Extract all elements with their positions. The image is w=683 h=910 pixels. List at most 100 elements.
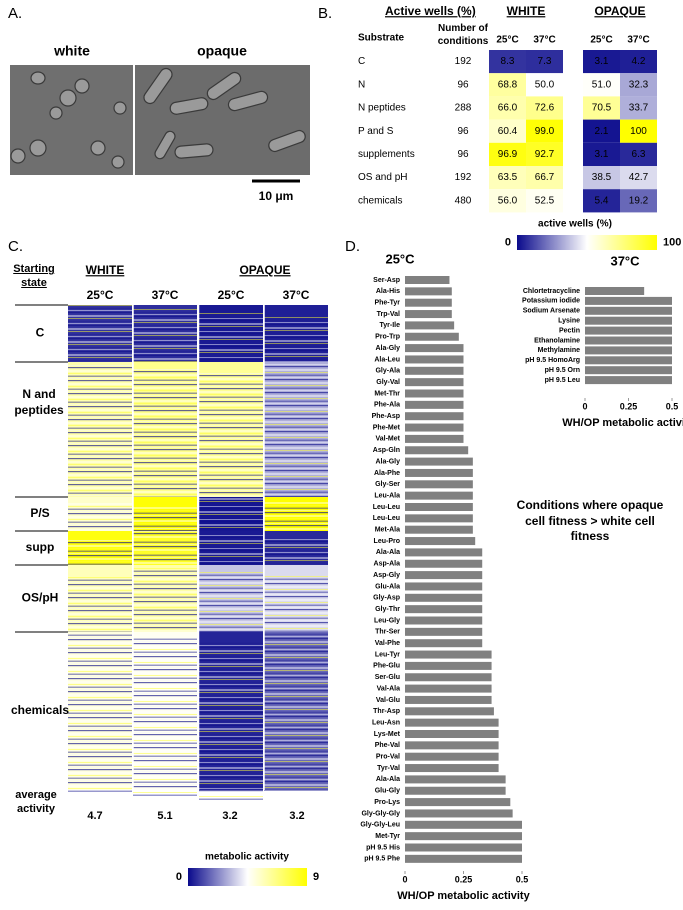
- category-label: Phe-Tyr: [374, 300, 400, 307]
- category-label: Sodium Arsenate: [523, 308, 580, 315]
- cell-value: 7.3: [538, 56, 552, 67]
- bar: [405, 525, 473, 534]
- category-label: Leu-Leu: [373, 515, 400, 522]
- category-label: Phe-Val: [375, 742, 400, 749]
- cell-value: 70.5: [592, 103, 612, 114]
- category-label: Ser-Glu: [375, 674, 400, 681]
- panel-label: D.: [345, 238, 360, 255]
- heatmap-texture: [133, 531, 197, 565]
- bar: [585, 366, 672, 375]
- x-axis-label: WH/OP metabolic activity: [562, 417, 683, 429]
- column-header: 25°C: [218, 288, 245, 302]
- category-label: Chlortetracycline: [523, 288, 580, 295]
- table-cell: [583, 50, 620, 74]
- cell-value: 66.7: [535, 172, 555, 183]
- column-header: 25°C: [496, 35, 518, 46]
- cell-value: 96.9: [498, 149, 518, 160]
- heatmap-texture: [199, 642, 263, 800]
- bar: [405, 673, 492, 682]
- bar: [405, 605, 483, 614]
- table-cell: [526, 50, 563, 74]
- cell-value: 8.3: [501, 56, 515, 67]
- cell-value: 33.7: [629, 103, 649, 114]
- image-label: opaque: [197, 43, 247, 59]
- image-label: white: [53, 43, 90, 59]
- table-cell: [620, 166, 657, 190]
- category-label: Pro-Lys: [374, 799, 400, 806]
- bar: [405, 434, 464, 443]
- bar: [405, 412, 464, 421]
- bar: [405, 480, 473, 489]
- table-cell: [489, 166, 526, 190]
- row-group-label: supp: [26, 540, 55, 554]
- annotation: Conditions where opaque cell fitness > w…: [516, 498, 664, 544]
- conditions: 96: [457, 79, 469, 90]
- bar: [405, 661, 492, 670]
- bar: [585, 326, 672, 335]
- table-cell: [583, 73, 620, 97]
- heatmap-texture: [68, 305, 132, 362]
- bar: [405, 423, 464, 432]
- heatmap-texture: [133, 638, 197, 796]
- bar: [405, 684, 492, 693]
- bar: [405, 798, 511, 807]
- cell-value: 19.2: [629, 195, 649, 206]
- row-label: C: [358, 56, 365, 67]
- table-cell: [489, 50, 526, 74]
- category-label: Met-Thr: [374, 390, 400, 397]
- group-label: WHITE: [507, 4, 546, 18]
- table-title: Active wells (%): [385, 4, 476, 18]
- category-label: Phe-Ala: [374, 402, 400, 409]
- bar: [405, 832, 522, 841]
- category-label: Ethanolamine: [534, 337, 580, 344]
- cell-value: 4.2: [632, 56, 646, 67]
- heatmap-texture: [199, 498, 263, 532]
- table-cell: [620, 142, 657, 166]
- category-label: Ala-Gly: [375, 458, 400, 465]
- category-label: pH 9.5 Phe: [364, 856, 400, 863]
- x-tick-label: 0: [582, 401, 587, 411]
- cell-value: 51.0: [592, 79, 612, 90]
- heatmap-texture: [264, 576, 328, 643]
- bar: [405, 559, 483, 568]
- heatmap-texture: [68, 365, 132, 500]
- category-label: Glu-Ala: [375, 583, 400, 590]
- bar: [585, 287, 645, 295]
- micrograph-white: [10, 65, 133, 175]
- bar: [405, 332, 459, 341]
- heatmap-texture: [199, 535, 263, 569]
- category-label: Ala-Gly: [375, 345, 400, 352]
- column-header: 37°C: [152, 288, 179, 302]
- category-label: Pro-Val: [376, 754, 400, 761]
- bar: [405, 310, 452, 319]
- bar: [405, 764, 499, 773]
- table-cell: [620, 96, 657, 120]
- category-label: Phe-Glu: [373, 663, 400, 670]
- table-cell: [489, 73, 526, 97]
- heatmap-texture: [199, 313, 263, 370]
- bar: [405, 718, 499, 727]
- colorbar-tick-label: 0: [505, 236, 511, 248]
- cell-value: 5.4: [595, 195, 609, 206]
- bar: [405, 321, 455, 330]
- category-label: Leu-Tyr: [375, 651, 400, 658]
- heatmap-texture: [199, 572, 263, 639]
- cell-value: 3.1: [595, 149, 609, 160]
- table-cell: [526, 96, 563, 120]
- table-cell: [620, 119, 657, 143]
- table-cell: [489, 189, 526, 213]
- category-label: Gly-Gly-Leu: [360, 822, 400, 829]
- row-group-label: N and peptides: [14, 387, 64, 417]
- table-cell: [583, 119, 620, 143]
- category-label: Gly-Asp: [373, 595, 400, 602]
- table-cell: [526, 73, 563, 97]
- table-cell: [583, 142, 620, 166]
- cell-value: 68.8: [498, 79, 518, 90]
- row-label: supplements: [358, 149, 415, 160]
- x-tick-label: 0: [402, 874, 407, 884]
- heatmap-texture: [133, 309, 197, 366]
- bar: [405, 514, 473, 523]
- category-label: Asp-Gly: [373, 572, 400, 579]
- category-label: Thr-Asp: [373, 708, 400, 715]
